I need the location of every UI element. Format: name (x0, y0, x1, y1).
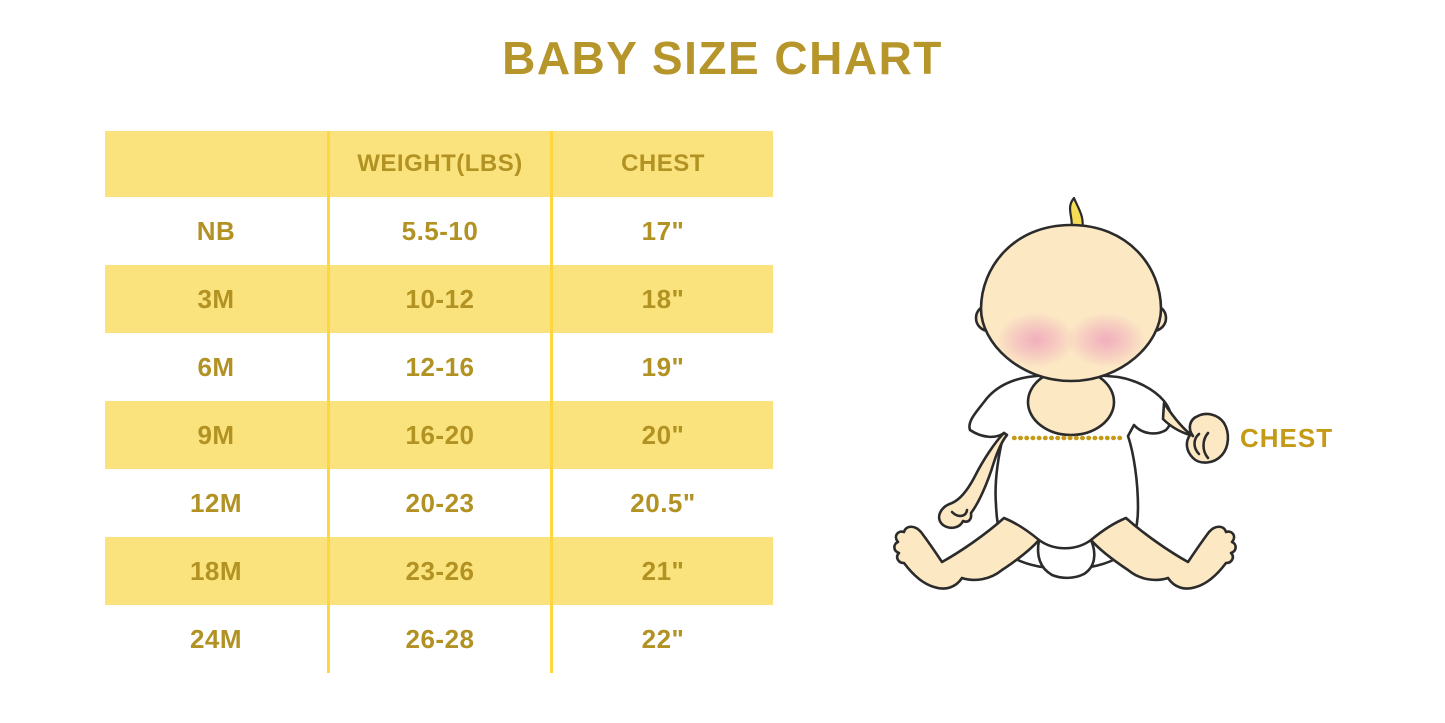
table-row-6m: 6M 12-16 19" (105, 333, 773, 401)
chest-cell: 20" (550, 401, 773, 469)
chest-cell: 20.5" (550, 469, 773, 537)
chest-cell: 17" (550, 197, 773, 265)
table-header-row: WEIGHT(LBS) CHEST (105, 131, 773, 197)
chest-cell: 22" (550, 605, 773, 673)
size-table: WEIGHT(LBS) CHEST NB 5.5-10 17" 3M 10-12… (105, 131, 773, 673)
baby-right-cheek-blush (1066, 312, 1146, 368)
chest-cell: 19" (550, 333, 773, 401)
size-cell: 9M (197, 419, 235, 450)
baby-fist-knuckles (1193, 431, 1210, 460)
table-row-12m: 12M 20-23 20.5" (105, 469, 773, 537)
chest-label: CHEST (1240, 423, 1334, 453)
chest-cell: 18" (550, 265, 773, 333)
weight-cell: 10-12 (327, 265, 550, 333)
table-row-9m: 9M 16-20 20" (105, 401, 773, 469)
size-cell: 18M (189, 555, 243, 586)
baby-right-arm (1161, 401, 1230, 464)
weight-cell: 20-23 (327, 469, 550, 537)
weight-cell: 26-28 (327, 605, 550, 673)
chest-cell: 21" (550, 537, 773, 605)
baby-left-hand-curl (950, 508, 969, 518)
table-row-nb: NB 5.5-10 17" (105, 197, 773, 265)
baby-illustration: CHEST (890, 190, 1350, 615)
baby-figure-illustration (893, 196, 1237, 590)
table-row-18m: 18M 23-26 21" (105, 537, 773, 605)
weight-cell: 23-26 (327, 537, 550, 605)
header-cell-size (105, 131, 327, 197)
weight-cell: 12-16 (327, 333, 550, 401)
baby-left-leg (893, 516, 1041, 590)
baby-right-leg (1089, 516, 1237, 590)
baby-left-arm (937, 431, 1009, 530)
header-cell-weight: WEIGHT(LBS) (327, 131, 550, 197)
weight-cell: 5.5-10 (327, 197, 550, 265)
baby-romper-bottom (1036, 538, 1096, 580)
page-title: BABY SIZE CHART (502, 32, 943, 84)
size-cell: 6M (197, 351, 235, 382)
size-cell: NB (196, 215, 236, 246)
table-row-3m: 3M 10-12 18" (105, 265, 773, 333)
baby-left-cheek-blush (996, 312, 1076, 368)
size-cell: 24M (189, 623, 243, 654)
weight-cell: 16-20 (327, 401, 550, 469)
header-cell-chest: CHEST (550, 131, 773, 197)
size-cell: 3M (197, 283, 235, 314)
table-row-24m: 24M 26-28 22" (105, 605, 773, 673)
size-cell: 12M (189, 487, 243, 518)
